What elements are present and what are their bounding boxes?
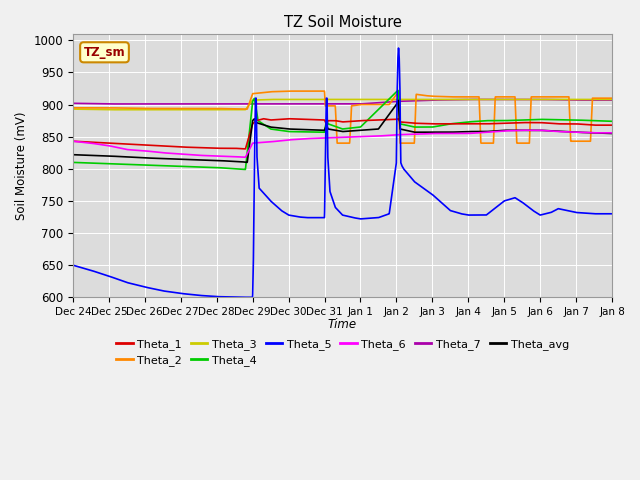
Theta_5 [276,206,284,212]
Theta_4 [163,163,170,168]
Theta_avg [598,130,605,136]
Theta_avg [608,131,616,136]
Theta_3 [267,96,275,102]
Theta_3 [163,107,170,113]
Theta_1 [540,120,548,126]
Theta_6 [163,150,170,156]
Theta_7 [300,101,307,107]
Theta_2 [276,88,284,94]
Theta_1 [608,122,616,128]
Line: Theta_6: Theta_6 [73,130,612,157]
Theta_5 [598,211,605,216]
Theta_5 [540,211,548,217]
Theta_7 [131,101,138,107]
Theta_7 [608,97,616,103]
Theta_4 [540,117,548,122]
Theta_3 [105,107,113,113]
Line: Theta_7: Theta_7 [73,99,612,104]
Theta_1 [69,138,77,144]
Theta_7 [276,101,284,107]
Theta_6 [131,147,138,153]
Theta_avg [300,127,307,132]
Theta_5 [163,288,170,294]
Theta_2 [608,96,616,101]
Theta_2 [598,96,605,101]
Legend: Theta_1, Theta_2, Theta_3, Theta_4, Theta_5, Theta_6, Theta_7, Theta_avg: Theta_1, Theta_2, Theta_3, Theta_4, Thet… [111,335,573,371]
Theta_7 [69,100,77,106]
Theta_avg [131,155,138,160]
Theta_1 [241,146,249,152]
Theta_6 [69,138,77,144]
Theta_7 [465,96,472,102]
Theta_2 [285,88,292,94]
Line: Theta_3: Theta_3 [73,99,612,110]
Theta_5 [131,281,138,287]
Theta_4 [300,129,307,135]
Theta_7 [540,96,548,102]
Theta_1 [131,142,138,147]
Line: Theta_1: Theta_1 [73,119,612,149]
Theta_5 [238,294,246,300]
Theta_3 [131,107,138,113]
Theta_4 [69,159,77,165]
Line: Theta_2: Theta_2 [73,91,612,143]
Theta_3 [608,96,616,102]
Theta_6 [241,155,249,160]
Theta_1 [300,116,307,122]
Line: Theta_avg: Theta_avg [73,100,612,162]
Theta_6 [608,130,616,136]
Theta_avg [540,128,548,133]
Theta_2 [300,88,307,94]
Title: TZ Soil Moisture: TZ Soil Moisture [284,15,401,30]
Theta_3 [300,96,307,102]
Theta_3 [69,106,77,112]
Line: Theta_4: Theta_4 [73,91,612,169]
Theta_5 [608,211,616,216]
Theta_4 [131,162,138,168]
Theta_7 [163,101,170,107]
Theta_6 [540,128,548,133]
Theta_4 [598,118,605,124]
Theta_avg [243,159,251,165]
Theta_1 [285,116,292,121]
Theta_4 [608,119,616,124]
Theta_avg [276,125,284,131]
Theta_7 [105,101,113,107]
Theta_4 [241,167,249,172]
Theta_3 [598,96,605,102]
Y-axis label: Soil Moisture (mV): Soil Moisture (mV) [15,111,28,220]
Theta_6 [300,136,307,142]
Theta_5 [69,262,77,268]
Theta_avg [69,152,77,157]
X-axis label: Time: Time [328,318,357,331]
Theta_4 [276,128,284,133]
Theta_2 [333,140,341,146]
Theta_avg [394,97,402,103]
Theta_4 [394,88,402,94]
Theta_6 [518,127,526,133]
Theta_5 [300,215,307,220]
Theta_1 [276,117,284,122]
Theta_5 [395,45,403,51]
Theta_2 [540,94,548,100]
Theta_avg [163,156,170,162]
Line: Theta_5: Theta_5 [73,48,612,297]
Theta_2 [69,105,77,111]
Theta_3 [276,96,284,102]
Theta_1 [163,144,170,149]
Theta_1 [598,122,605,128]
Theta_6 [598,130,605,136]
Theta_6 [276,138,284,144]
Text: TZ_sm: TZ_sm [84,46,125,59]
Theta_2 [131,106,138,111]
Theta_2 [163,106,170,111]
Theta_7 [598,97,605,103]
Theta_3 [540,96,548,102]
